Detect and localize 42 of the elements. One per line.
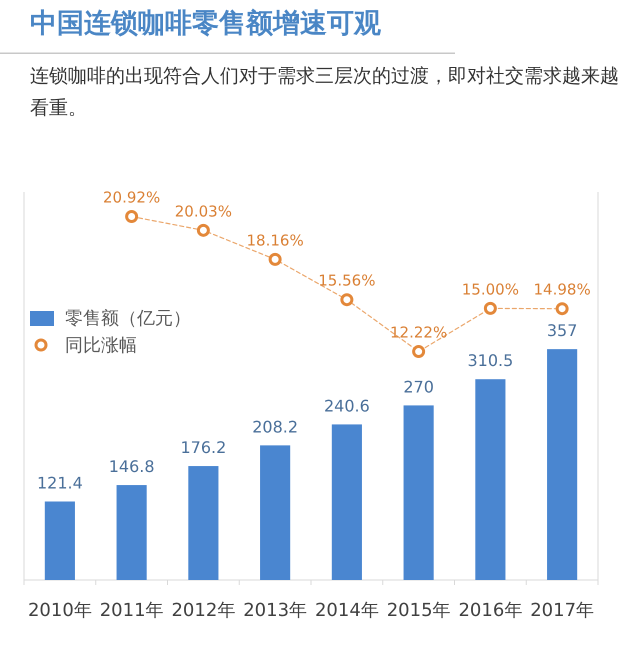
x-tick-label: 2011年 <box>100 600 164 621</box>
bar <box>188 466 218 580</box>
data-label: 146.8 <box>108 457 155 476</box>
point <box>268 252 282 266</box>
x-tick-label: 2010年 <box>28 600 92 621</box>
data-label: 357 <box>546 321 578 340</box>
data-label: 240.6 <box>324 396 370 416</box>
bar <box>404 405 434 580</box>
data-label: 176.2 <box>180 438 226 458</box>
data-label: 270 <box>403 377 434 396</box>
bar <box>332 424 362 580</box>
data-label: 18.16% <box>246 231 304 250</box>
point <box>196 224 210 237</box>
legend-label: 零售额（亿元） <box>65 308 191 329</box>
legend-label: 同比涨幅 <box>65 335 137 356</box>
x-tick-label: 2016年 <box>458 600 522 621</box>
point <box>556 302 569 316</box>
data-label: 20.03% <box>174 202 232 220</box>
bar <box>116 485 147 580</box>
x-tick-label: 2015年 <box>386 600 451 621</box>
x-tick-label: 2012年 <box>171 600 236 621</box>
bar <box>44 501 75 580</box>
point <box>125 210 138 224</box>
data-label: 208.2 <box>252 417 298 436</box>
data-label: 15.56% <box>318 272 376 290</box>
chart-subtitle: 连锁咖啡的出现符合人们对于需求三层次的过渡，即对社交需求越来越看重。 <box>30 65 619 119</box>
data-label: 12.22% <box>390 324 448 342</box>
data-label: 121.4 <box>36 473 83 492</box>
bar <box>260 445 290 580</box>
x-tick-label: 2013年 <box>243 600 308 621</box>
point <box>412 345 426 358</box>
data-label: 15.00% <box>462 280 519 298</box>
data-label: 310.5 <box>467 351 514 370</box>
chart-title: 中国连锁咖啡零售额增速可观 <box>30 8 382 39</box>
x-tick-label: 2017年 <box>530 600 594 621</box>
bar <box>547 349 578 580</box>
x-tick-label: 2014年 <box>314 600 379 621</box>
point <box>484 302 497 315</box>
data-label: 20.92% <box>103 188 160 207</box>
point <box>340 293 354 306</box>
data-label: 14.98% <box>534 280 591 299</box>
bar <box>475 379 506 580</box>
